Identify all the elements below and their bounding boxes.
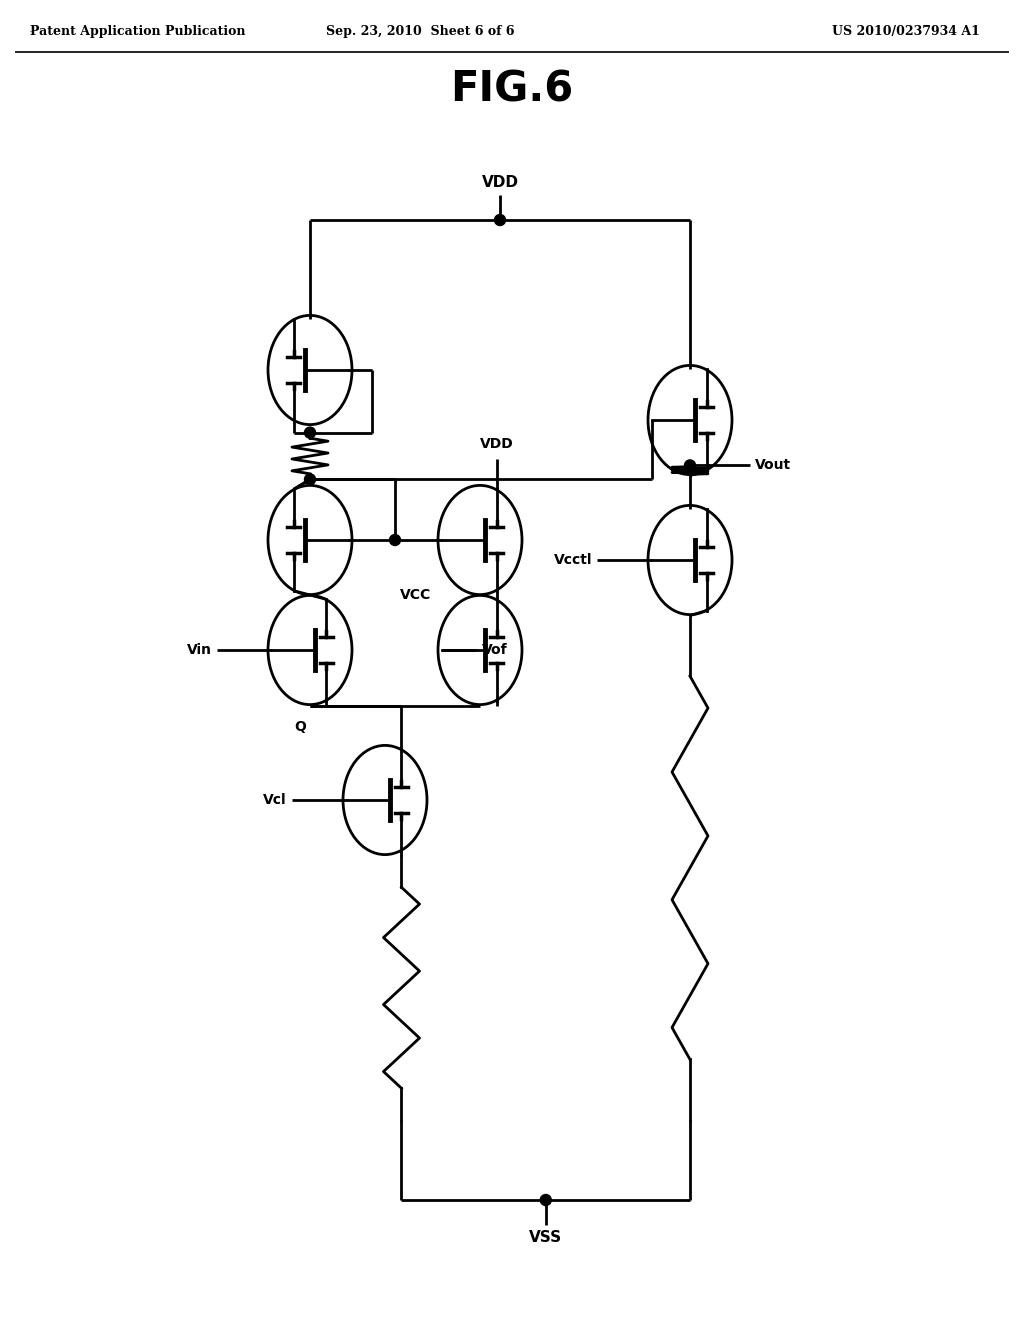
Circle shape: [304, 428, 315, 438]
Text: Sep. 23, 2010  Sheet 6 of 6: Sep. 23, 2010 Sheet 6 of 6: [326, 25, 514, 38]
Text: VCC: VCC: [400, 587, 431, 602]
Circle shape: [389, 535, 400, 545]
Text: Vof: Vof: [482, 643, 508, 657]
Text: VDD: VDD: [479, 437, 513, 451]
Text: Vout: Vout: [755, 458, 792, 473]
Circle shape: [304, 474, 315, 484]
Text: VDD: VDD: [481, 176, 518, 190]
Text: US 2010/0237934 A1: US 2010/0237934 A1: [833, 25, 980, 38]
Text: Vin: Vin: [187, 643, 212, 657]
Circle shape: [495, 214, 506, 226]
Circle shape: [541, 1195, 551, 1205]
Text: VSS: VSS: [529, 1230, 562, 1245]
Text: Vcctl: Vcctl: [554, 553, 592, 568]
Circle shape: [684, 459, 695, 471]
Text: Q: Q: [294, 719, 306, 734]
Text: Vcl: Vcl: [263, 793, 287, 807]
Text: Patent Application Publication: Patent Application Publication: [30, 25, 246, 38]
Text: FIG.6: FIG.6: [451, 69, 573, 111]
